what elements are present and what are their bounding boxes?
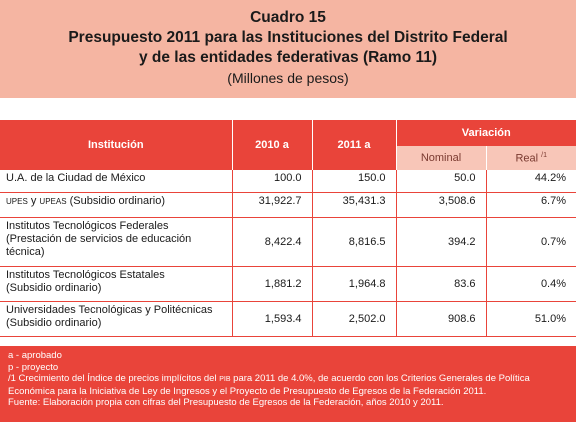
footnote-indice-cont: Económica para la Iniciativa de Ley de I… — [8, 385, 487, 397]
header-variacion: Variación — [395, 120, 576, 146]
footnote-indice: /1 Crecimiento del Índice de precios imp… — [8, 373, 530, 384]
footnote-aprobado: a - aprobado — [8, 350, 62, 361]
cell-2011: 35,431.3 — [312, 192, 397, 218]
cell-nominal: 908.6 — [396, 301, 487, 337]
cell-real: 0.4% — [486, 266, 576, 302]
cell-2011: 2,502.0 — [312, 301, 397, 337]
table-title-line1: Presupuesto 2011 para las Instituciones … — [68, 29, 508, 46]
cell-real: 44.2% — [486, 170, 576, 193]
footnotes: a - aprobado p - proyecto /1 Crecimiento… — [0, 346, 576, 422]
cell-2010: 1,593.4 — [232, 301, 313, 337]
cell-institution: U.A. de la Ciudad de México — [0, 170, 233, 193]
footnote-proyecto: p - proyecto — [8, 361, 59, 373]
cell-nominal: 394.2 — [396, 217, 487, 267]
cell-2010: 31,922.7 — [232, 192, 313, 218]
cell-2010: 1,881.2 — [232, 266, 313, 302]
cell-2011: 150.0 — [312, 170, 397, 193]
table-units: (Millones de pesos) — [227, 70, 349, 86]
table-row: Universidades Tecnológicas y Politécnica… — [0, 301, 576, 337]
table-title-line2: y de las entidades federativas (Ramo 11) — [138, 49, 438, 66]
header-2011: 2011 a — [312, 120, 396, 170]
table-row: Institutos Tecnológicos Federales (Presta… — [0, 217, 576, 267]
table-row: U.A. de la Ciudad de México 100.0 150.0 … — [0, 170, 576, 193]
cell-real: 51.0% — [486, 301, 576, 337]
title-banner: Cuadro 15 Presupuesto 2011 para las Inst… — [0, 0, 576, 98]
cell-institution: Universidades Tecnológicas y Politécnica… — [0, 301, 233, 337]
table-row: UPES y UPEAS (Subsidio ordinario) 31,922… — [0, 192, 576, 218]
table-number: Cuadro 15 — [250, 9, 326, 26]
cell-2011: 8,816.5 — [312, 217, 397, 267]
header-institucion: Institución — [0, 120, 233, 170]
cell-institution: Institutos Tecnológicos Estatales (Subsid… — [0, 266, 233, 302]
header-2010: 2010 a — [232, 120, 313, 170]
footnote-fuente: Fuente: Elaboración propia con cifras de… — [8, 397, 444, 408]
cell-nominal: 50.0 — [396, 170, 487, 193]
cell-real: 6.7% — [486, 192, 576, 218]
cell-2011: 1,964.8 — [312, 266, 397, 302]
cell-nominal: 83.6 — [396, 266, 487, 302]
table-row: Institutos Tecnológicos Estatales (Subsid… — [0, 266, 576, 302]
cell-institution: Institutos Tecnológicos Federales (Presta… — [0, 217, 233, 267]
cell-2010: 8,422.4 — [232, 217, 313, 267]
cell-institution: UPES y UPEAS (Subsidio ordinario) — [0, 192, 233, 218]
cell-real: 0.7% — [486, 217, 576, 267]
budget-table: Institución 2010 a 2011 a Variación Nomi… — [0, 120, 576, 337]
cell-nominal: 3,508.6 — [396, 192, 487, 218]
header-nominal: Nominal — [395, 146, 486, 170]
header-real: Real /1 — [485, 146, 576, 170]
cell-2010: 100.0 — [232, 170, 313, 193]
